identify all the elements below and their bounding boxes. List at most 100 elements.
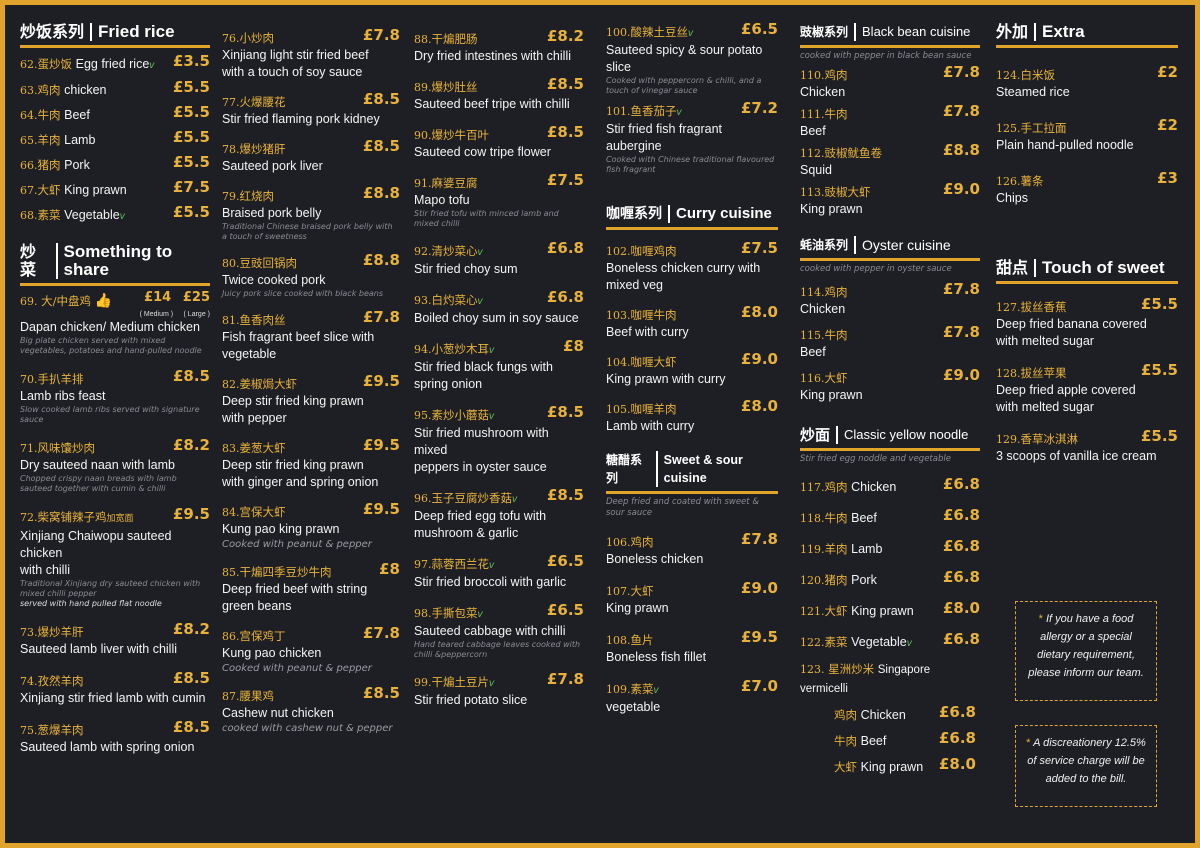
- item-name-en: Chicken: [800, 302, 846, 316]
- item-row: 63.鸡肉 chicken £5.5: [20, 79, 210, 99]
- item-name-en: Beef: [800, 124, 826, 138]
- item-row: 92.清炒菜心v £6.8: [414, 240, 584, 261]
- item-row: 74.孜然羊肉 £8.5: [20, 669, 210, 690]
- item-price: £8: [379, 560, 400, 578]
- item-row: 112.豉椒鱿鱼卷 £8.8: [800, 142, 980, 162]
- item-price: £9.5: [172, 505, 210, 523]
- item-price: £8.5: [362, 90, 400, 108]
- item-row: 95.素炒小蘑菇v £8.5: [414, 403, 584, 425]
- item-price: £5.5: [1140, 427, 1178, 445]
- item-price: £8.0: [938, 755, 976, 773]
- item-description: Cooked with Chinese traditional flavoure…: [606, 155, 775, 174]
- item-row: 115.牛肉 £7.8: [800, 323, 980, 344]
- item-name-cn: 鸡肉: [37, 83, 61, 97]
- item-name-en-line2: green beans: [222, 599, 292, 613]
- item-description: Cooked with peppercorn & chilli, and a t…: [606, 76, 762, 95]
- item-number: 62.: [20, 58, 38, 71]
- item-price: £9.0: [740, 350, 778, 368]
- item-number: 73.: [20, 626, 38, 639]
- item-row: 85.干煸四季豆炒牛肉 £8: [222, 560, 400, 581]
- item-description: Traditional Chinese braised pork belly w…: [222, 222, 393, 241]
- item-price: £6.5: [546, 601, 584, 619]
- item-number: 97.: [414, 558, 432, 571]
- item-price: £8.2: [172, 436, 210, 454]
- section-header-curry: 咖喱系列 Curry cuisine: [606, 197, 778, 230]
- section-title-cn: 外加: [996, 23, 1037, 41]
- item-name-cn: 牛肉: [824, 511, 848, 525]
- item-name-en: Xinjiang Chaiwopu sauteed chicken: [20, 529, 172, 560]
- item-name-en: Fish fragrant beef slice with: [222, 330, 375, 344]
- column-6: 外加 Extra 124.白米饭 £2 Steamed rice 125.手工拉面 £2…: [996, 15, 1178, 465]
- item-number: 85.: [222, 566, 240, 579]
- item-name-en: Sauteed cow tripe flower: [414, 145, 551, 159]
- item-row: 94.小葱炒木耳v £8: [414, 338, 584, 359]
- item-price: £8.5: [546, 75, 584, 93]
- item-number: 71.: [20, 442, 38, 455]
- item-name-cn: 素菜: [37, 208, 61, 222]
- menu-item: 127.拔丝香蕉 £5.5 Deep fried banana covered wit…: [996, 295, 1178, 350]
- item-name-en: Mapo tofu: [414, 193, 470, 207]
- item-name-en: Stir fried broccoli with garlic: [414, 575, 567, 589]
- item-price: £5.5: [1140, 295, 1178, 313]
- item-row: 98.手撕包菜v £6.5: [414, 601, 584, 623]
- item-price: £8.5: [546, 403, 584, 421]
- item-number: 127.: [996, 301, 1021, 314]
- item-number: 99.: [414, 676, 432, 689]
- item-name-cn: 清炒菜心: [431, 244, 478, 258]
- item-number: 120.: [800, 574, 825, 587]
- menu-item: 116.大虾 £9.0 King prawn: [800, 366, 980, 404]
- item-name-cn: 豉椒鱿鱼卷: [824, 146, 883, 160]
- item-price: £8.5: [362, 137, 400, 155]
- menu-item: 109.素菜v £7.0 vegetable: [606, 677, 778, 716]
- item-price: £5.5: [172, 128, 210, 146]
- item-price: £7.8: [362, 624, 400, 642]
- item-name-en: Dapan chicken/ Medium chicken: [20, 320, 200, 334]
- item-price: £9.0: [942, 366, 980, 384]
- menu-item: 65.羊肉 Lamb £5.5: [20, 128, 210, 149]
- menu-item: 102.咖喱鸡肉 £7.5 Boneless chicken curry with m…: [606, 240, 778, 294]
- item-price: £7.8: [740, 530, 778, 548]
- menu-item: 90.爆炒牛百叶 £8.5 Sauteed cow tripe flower: [414, 124, 584, 161]
- item-description: Juicy pork slice cooked with black beans: [222, 289, 384, 298]
- section-title-en: Something to share: [63, 242, 173, 279]
- item-number: 102.: [606, 245, 631, 258]
- item-name-en: Deep fried egg tofu with: [414, 509, 547, 523]
- asterisk-icon: *: [1026, 737, 1031, 749]
- item-row: 110.鸡肉 £7.8: [800, 64, 980, 84]
- item-row: 119.羊肉 Lamb £6.8: [800, 538, 980, 558]
- item-price: £7.8: [942, 323, 980, 341]
- item-description: Traditional Xinjiang dry sauteed chicken…: [20, 579, 201, 598]
- section-title-en: Classic yellow noodle: [844, 427, 969, 442]
- item-price: £9.5: [362, 372, 400, 390]
- item-price: £6.8: [546, 288, 584, 306]
- menu-item: 鸡肉 Chicken £6.8: [834, 703, 976, 724]
- item-price: £7.0: [740, 677, 778, 695]
- item-number: 125.: [996, 122, 1021, 135]
- item-row: 68.素菜 Vegetablev £5.5: [20, 204, 210, 225]
- item-name-cn: 鱼片: [630, 633, 654, 647]
- item-name-en: Beef with curry: [606, 325, 689, 339]
- menu-item: 72.柴窝铺辣子鸡加宽面 £9.5 Xinjiang Chaiwopu sautee…: [20, 505, 210, 609]
- section-note: Deep fried and coated with sweet & sour …: [606, 497, 759, 518]
- item-number: 117.: [800, 481, 825, 494]
- menu-item: 88.干煸肥肠 £8.2 Dry fried intestines with chi…: [414, 28, 584, 65]
- section-title-cn: 甜点: [996, 259, 1037, 277]
- item-number: 66.: [20, 159, 38, 172]
- item-price: £8.5: [172, 669, 210, 687]
- section-title-en: Sweet & sour cuisine: [663, 453, 743, 485]
- item-number: 111.: [800, 108, 825, 121]
- item-name-cn: 干煸土豆片: [431, 675, 490, 689]
- item-name-cn: 素菜: [824, 635, 848, 649]
- menu-item: 80.豆豉回锅肉 £8.8 Twice cooked pork Juicy pork …: [222, 252, 400, 299]
- item-name-en: Plain hand-pulled noodle: [996, 138, 1134, 152]
- item-name-en: Sauteed spicy & sour potato slice: [606, 43, 763, 74]
- item-name-cn: 白米饭: [1020, 68, 1056, 82]
- item-name-en: Sauteed lamb liver with chilli: [20, 642, 178, 656]
- item-row: 127.拔丝香蕉 £5.5: [996, 295, 1178, 316]
- item-price: £6.8: [938, 703, 976, 721]
- item-name-en-line2: with melted sugar: [996, 400, 1094, 414]
- item-row: 97.蒜蓉西兰花v £6.5: [414, 553, 584, 574]
- section-title-en: Oyster cuisine: [862, 237, 951, 253]
- item-name-cn: 大虾: [37, 183, 61, 197]
